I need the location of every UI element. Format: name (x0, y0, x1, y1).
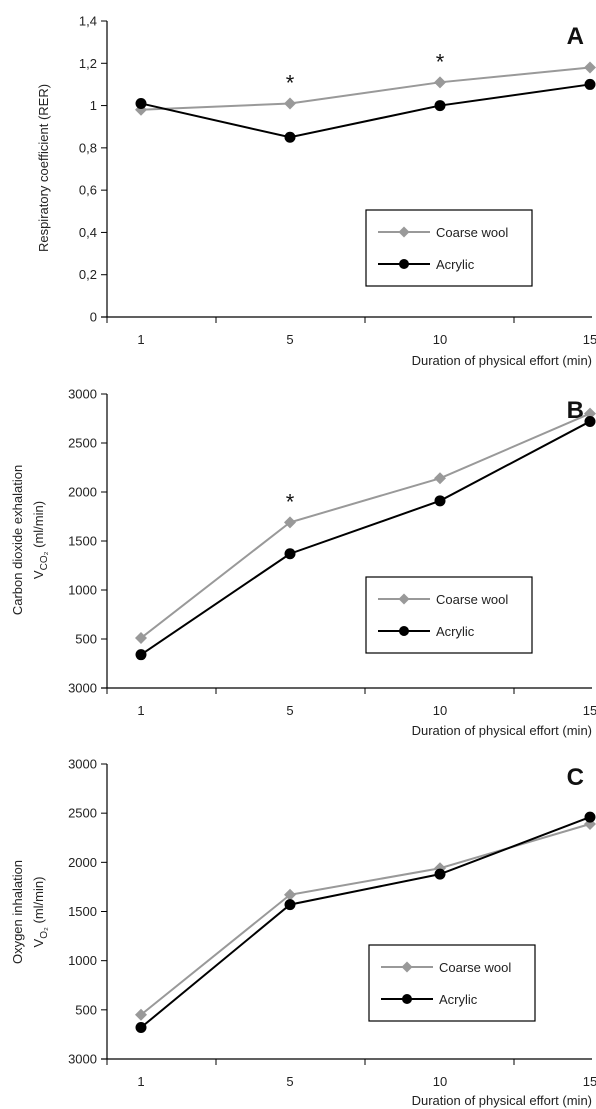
x-tick-label: 5 (286, 332, 293, 347)
legend-marker (402, 994, 412, 1004)
series-line (140, 412, 591, 639)
series-line (140, 83, 591, 139)
x-tick-label: 1 (137, 703, 144, 718)
data-point (584, 78, 596, 90)
significance-marker: * (286, 489, 295, 514)
data-point (284, 888, 296, 901)
legend-label: Coarse wool (439, 960, 511, 975)
data-point (434, 495, 446, 507)
series-line (140, 66, 591, 111)
y-tick-label: 500 (75, 1002, 97, 1017)
y-tick-label: 1500 (68, 534, 97, 549)
x-tick-label: 10 (433, 1074, 447, 1089)
significance-marker: * (286, 70, 295, 95)
legend: Coarse wool Acrylic (365, 209, 533, 287)
y-tick-label: 3000 (68, 681, 97, 696)
y-tick-label: 0,8 (79, 140, 97, 155)
data-point (135, 632, 147, 645)
y-tick-label: 2000 (68, 485, 97, 500)
legend-marker (398, 593, 410, 605)
series-line (140, 420, 591, 656)
legend: Coarse wool Acrylic (365, 576, 533, 654)
y-axis-title: Respiratory coefficient (RER) (36, 84, 51, 252)
x-tick-label: 5 (286, 1074, 293, 1089)
x-tick-label: 10 (433, 332, 447, 347)
y-tick-label: 2500 (68, 806, 97, 821)
x-axis-title: Duration of physical effort (min) (412, 353, 592, 368)
x-tick-label: 5 (286, 703, 293, 718)
data-point (584, 407, 596, 420)
y-tick-label: 2000 (68, 855, 97, 870)
y-axis-unit: VO₂ (ml/min) (31, 877, 50, 948)
data-point (584, 811, 596, 823)
data-point (434, 472, 446, 485)
legend-marker (401, 961, 413, 973)
y-tick-label: 1000 (68, 953, 97, 968)
x-tick-label: 15 (583, 1074, 596, 1089)
data-point (284, 97, 296, 110)
data-point (284, 899, 296, 911)
data-point (434, 100, 446, 112)
y-tick-label: 3000 (68, 1052, 97, 1067)
legend-marker (399, 626, 409, 636)
data-point (284, 516, 296, 529)
x-tick-label: 10 (433, 703, 447, 718)
y-tick-label: 1,2 (79, 56, 97, 71)
legend: Coarse wool Acrylic (368, 944, 536, 1022)
legend-label: Acrylic (439, 992, 478, 1007)
data-point (434, 868, 446, 880)
data-point (135, 97, 147, 109)
significance-marker: * (436, 49, 445, 74)
y-tick-label: 2500 (68, 436, 97, 451)
legend-label: Acrylic (436, 624, 475, 639)
y-tick-label: 1 (90, 98, 97, 113)
legend-marker (398, 226, 410, 238)
y-tick-label: 0 (90, 310, 97, 325)
y-tick-label: 0,4 (79, 225, 97, 240)
legend-label: Coarse wool (436, 592, 508, 607)
x-tick-label: 15 (583, 703, 596, 718)
y-tick-label: 1,4 (79, 14, 97, 29)
y-axis-unit: VCO₂ (ml/min) (31, 501, 50, 579)
y-tick-label: 0,6 (79, 183, 97, 198)
y-tick-label: 3000 (68, 757, 97, 772)
data-point (584, 61, 596, 74)
y-tick-label: 500 (75, 632, 97, 647)
y-axis-title: Oxygen inhalation (10, 860, 25, 964)
y-tick-label: 0,2 (79, 267, 97, 282)
legend-marker (399, 259, 409, 269)
panel-letter: C (567, 764, 584, 791)
y-tick-label: 1000 (68, 583, 97, 598)
x-tick-label: 1 (137, 332, 144, 347)
x-tick-label: 1 (137, 1074, 144, 1089)
series-line (140, 816, 591, 1029)
data-point (135, 649, 147, 661)
legend-box (365, 576, 533, 654)
data-point (135, 1008, 147, 1021)
data-point (284, 131, 296, 143)
x-axis-title: Duration of physical effort (min) (412, 1093, 592, 1108)
y-axis-title: Carbon dioxide exhalation (10, 465, 25, 615)
x-tick-label: 15 (583, 332, 596, 347)
panel-letter: A (567, 23, 584, 50)
x-axis-title: Duration of physical effort (min) (412, 723, 592, 738)
legend-label: Coarse wool (436, 225, 508, 240)
data-point (434, 76, 446, 89)
data-point (284, 548, 296, 560)
legend-box (368, 944, 536, 1022)
data-point (135, 1022, 147, 1034)
legend-label: Acrylic (436, 257, 475, 272)
data-point (584, 415, 596, 427)
y-tick-label: 1500 (68, 904, 97, 919)
y-tick-label: 3000 (68, 387, 97, 402)
legend-box (365, 209, 533, 287)
